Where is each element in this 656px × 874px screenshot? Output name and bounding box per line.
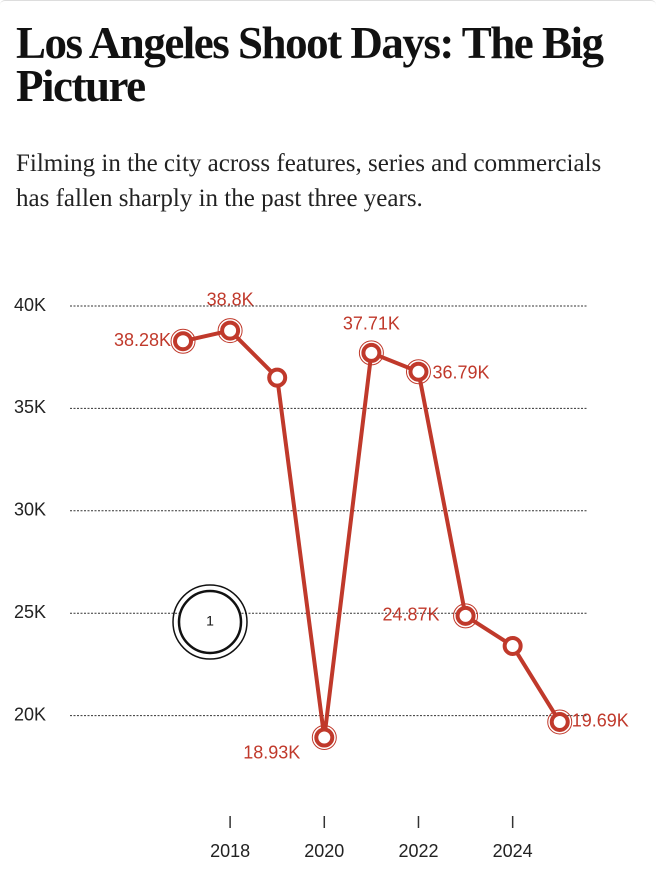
- y-tick-label: 30K: [14, 500, 46, 520]
- x-tick-label: 2024: [493, 841, 533, 861]
- annotation-ring: [172, 584, 248, 660]
- point-halo: [311, 725, 337, 751]
- y-tick-label: 40K: [14, 295, 46, 315]
- value-label: 36.79K: [432, 362, 489, 382]
- point: [408, 361, 429, 382]
- line: [182, 328, 562, 740]
- value-label: 38.8K: [207, 289, 254, 309]
- value-label: 24.87K: [383, 605, 440, 625]
- x-tick-label: 2022: [398, 841, 438, 861]
- point: [267, 367, 288, 388]
- point-halo: [547, 709, 573, 735]
- point: [314, 727, 335, 748]
- x-tick-label: 2020: [304, 841, 344, 861]
- chart-subtitle: Filming in the city across features, ser…: [16, 150, 602, 212]
- value-label: 37.71K: [343, 314, 400, 334]
- point: [502, 635, 523, 656]
- value-label: 38.28K: [114, 330, 171, 350]
- point: [549, 711, 570, 732]
- point-halo: [358, 340, 384, 366]
- point-halo: [170, 328, 196, 354]
- value-label: 18.93K: [243, 742, 300, 762]
- x-tick-label: 2018: [210, 841, 250, 861]
- top-border: [0, 0, 656, 5]
- point: [455, 605, 476, 626]
- chart-title: Los Angeles Shoot Days: The Big Picture: [16, 18, 604, 111]
- point-halo: [453, 603, 479, 629]
- point: [220, 320, 241, 341]
- y-tick-label: 20K: [14, 704, 46, 724]
- point: [361, 342, 382, 363]
- y-tick-label: 35K: [14, 397, 46, 417]
- annotation: 1: [206, 613, 214, 629]
- value-label: 19.69K: [572, 711, 629, 731]
- y-tick-label: 25K: [14, 602, 46, 622]
- point: [173, 331, 194, 352]
- annotation-ring: [177, 589, 243, 655]
- point-halo: [217, 318, 243, 344]
- point-halo: [405, 359, 431, 385]
